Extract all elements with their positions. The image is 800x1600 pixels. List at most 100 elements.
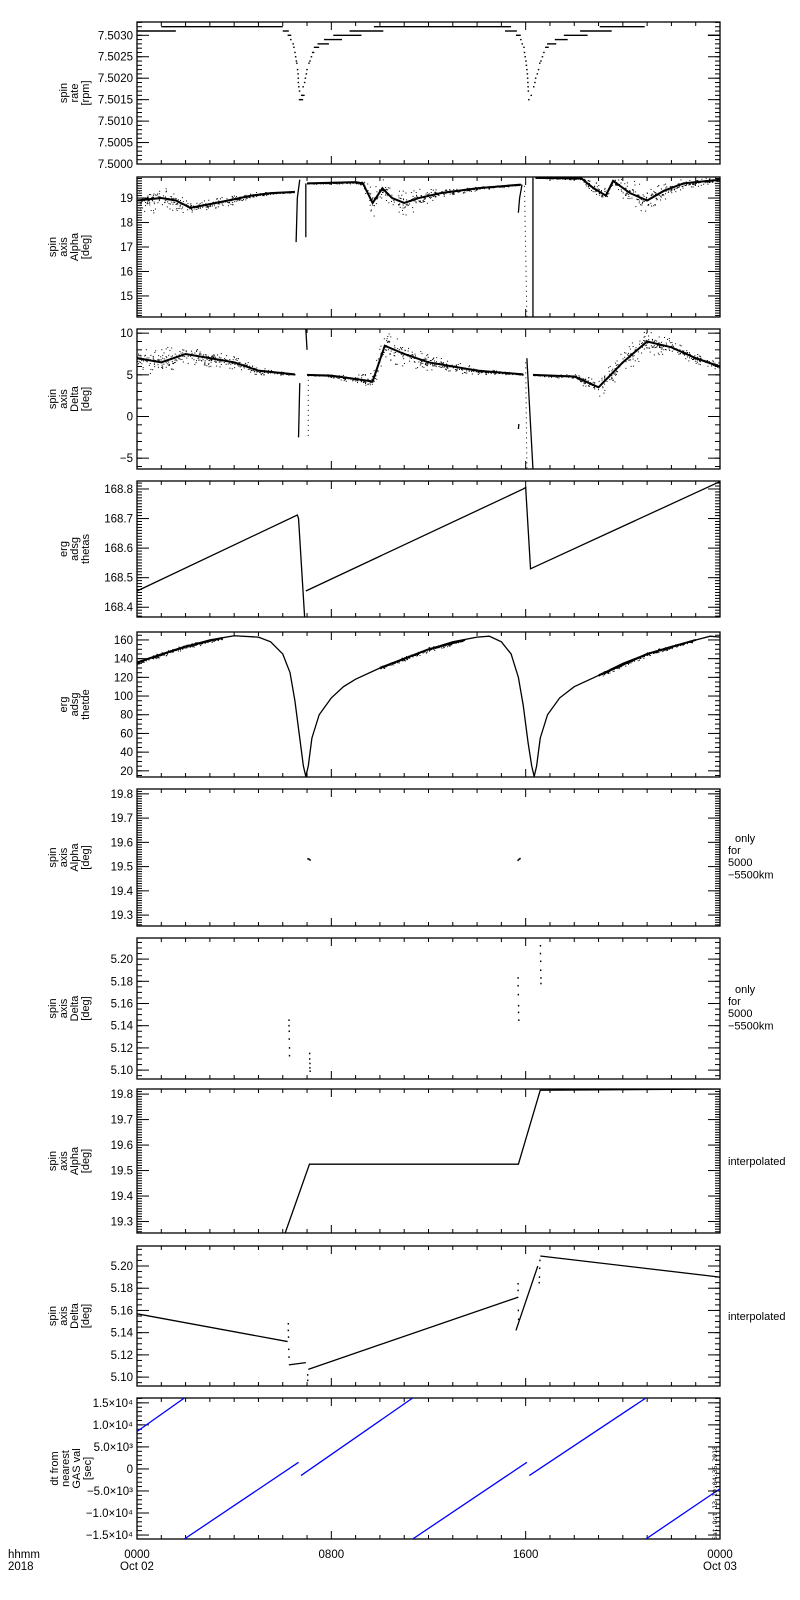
data-point [156, 654, 158, 656]
data-point [626, 185, 628, 187]
y-tick-label: 19.4 [111, 886, 134, 898]
data-band-center [307, 344, 524, 383]
data-point [703, 183, 705, 185]
data-point [647, 203, 649, 205]
y-tick-label: 168.6 [104, 543, 133, 555]
data-band-center [307, 181, 521, 205]
data-point [656, 199, 658, 201]
data-point [700, 184, 702, 186]
data-point [336, 183, 338, 185]
data-point [144, 198, 146, 200]
data-point [179, 204, 181, 206]
panel-note-line: for [728, 996, 741, 1008]
data-point [624, 356, 626, 358]
data-point [649, 347, 651, 349]
data-point [191, 352, 193, 354]
data-point [455, 368, 457, 370]
data-point [156, 658, 158, 660]
data-point [263, 373, 265, 375]
data-point [682, 184, 684, 186]
data-point [377, 371, 379, 373]
data-point [402, 346, 404, 348]
data-point [686, 356, 688, 358]
data-point [430, 197, 432, 199]
data-point [253, 369, 255, 371]
data-point [650, 345, 652, 347]
data-point [160, 359, 162, 361]
data-point [474, 190, 476, 192]
data-point [686, 352, 688, 354]
data-point [435, 361, 437, 363]
data-point [150, 354, 152, 356]
data-point [367, 190, 369, 192]
panel-data [137, 635, 720, 777]
data-point [142, 368, 144, 370]
data-point [208, 366, 210, 368]
data-point [654, 192, 656, 194]
data-point [238, 362, 240, 364]
data-point [406, 204, 408, 206]
data-point [211, 355, 213, 357]
data-point [370, 210, 372, 212]
data-point [339, 377, 341, 379]
data-point [706, 182, 708, 184]
data-point [380, 365, 382, 367]
data-point [712, 181, 714, 183]
data-point [361, 181, 363, 183]
data-line [137, 514, 306, 617]
data-point [179, 205, 181, 207]
data-point [648, 654, 650, 656]
data-point [586, 185, 588, 187]
data-point [142, 367, 144, 369]
data-point [544, 376, 546, 378]
data-point [198, 204, 200, 206]
data-point [232, 196, 234, 198]
data-point [711, 364, 713, 366]
data-point [166, 653, 168, 655]
data-point [462, 372, 464, 374]
data-point [263, 374, 265, 376]
data-point [489, 188, 491, 190]
data-point [399, 206, 401, 208]
data-point [207, 642, 209, 644]
data-point [246, 197, 248, 199]
data-point [447, 367, 449, 369]
data-point [642, 194, 644, 196]
data-point [517, 1011, 520, 1014]
data-point [680, 345, 682, 347]
data-point [436, 357, 438, 359]
data-point [668, 348, 670, 350]
data-point [372, 198, 374, 200]
data-point [673, 349, 675, 351]
data-point [630, 662, 632, 664]
data-point [401, 209, 403, 211]
data-point [555, 376, 557, 378]
data-point [669, 340, 671, 342]
y-tick-label: 5.20 [111, 954, 133, 966]
data-point [595, 182, 597, 184]
data-line [515, 1265, 539, 1331]
data-point [665, 649, 667, 651]
data-point [137, 664, 139, 666]
data-point [227, 201, 229, 203]
data-point [539, 969, 542, 971]
data-point [389, 353, 391, 355]
data-point [645, 345, 647, 347]
data-point [603, 392, 605, 394]
data-point [587, 186, 589, 188]
data-point [154, 208, 156, 210]
data-point [414, 361, 416, 363]
data-point [614, 381, 616, 383]
y-tick-label: 19.8 [111, 1089, 133, 1101]
data-point [517, 1282, 519, 1285]
data-point [164, 200, 166, 202]
data-point [472, 370, 474, 372]
data-point [288, 374, 290, 376]
data-point [195, 362, 197, 364]
data-point [466, 370, 468, 372]
data-point [594, 388, 596, 390]
data-point [414, 655, 416, 657]
data-point [689, 354, 691, 356]
data-point [694, 184, 696, 186]
